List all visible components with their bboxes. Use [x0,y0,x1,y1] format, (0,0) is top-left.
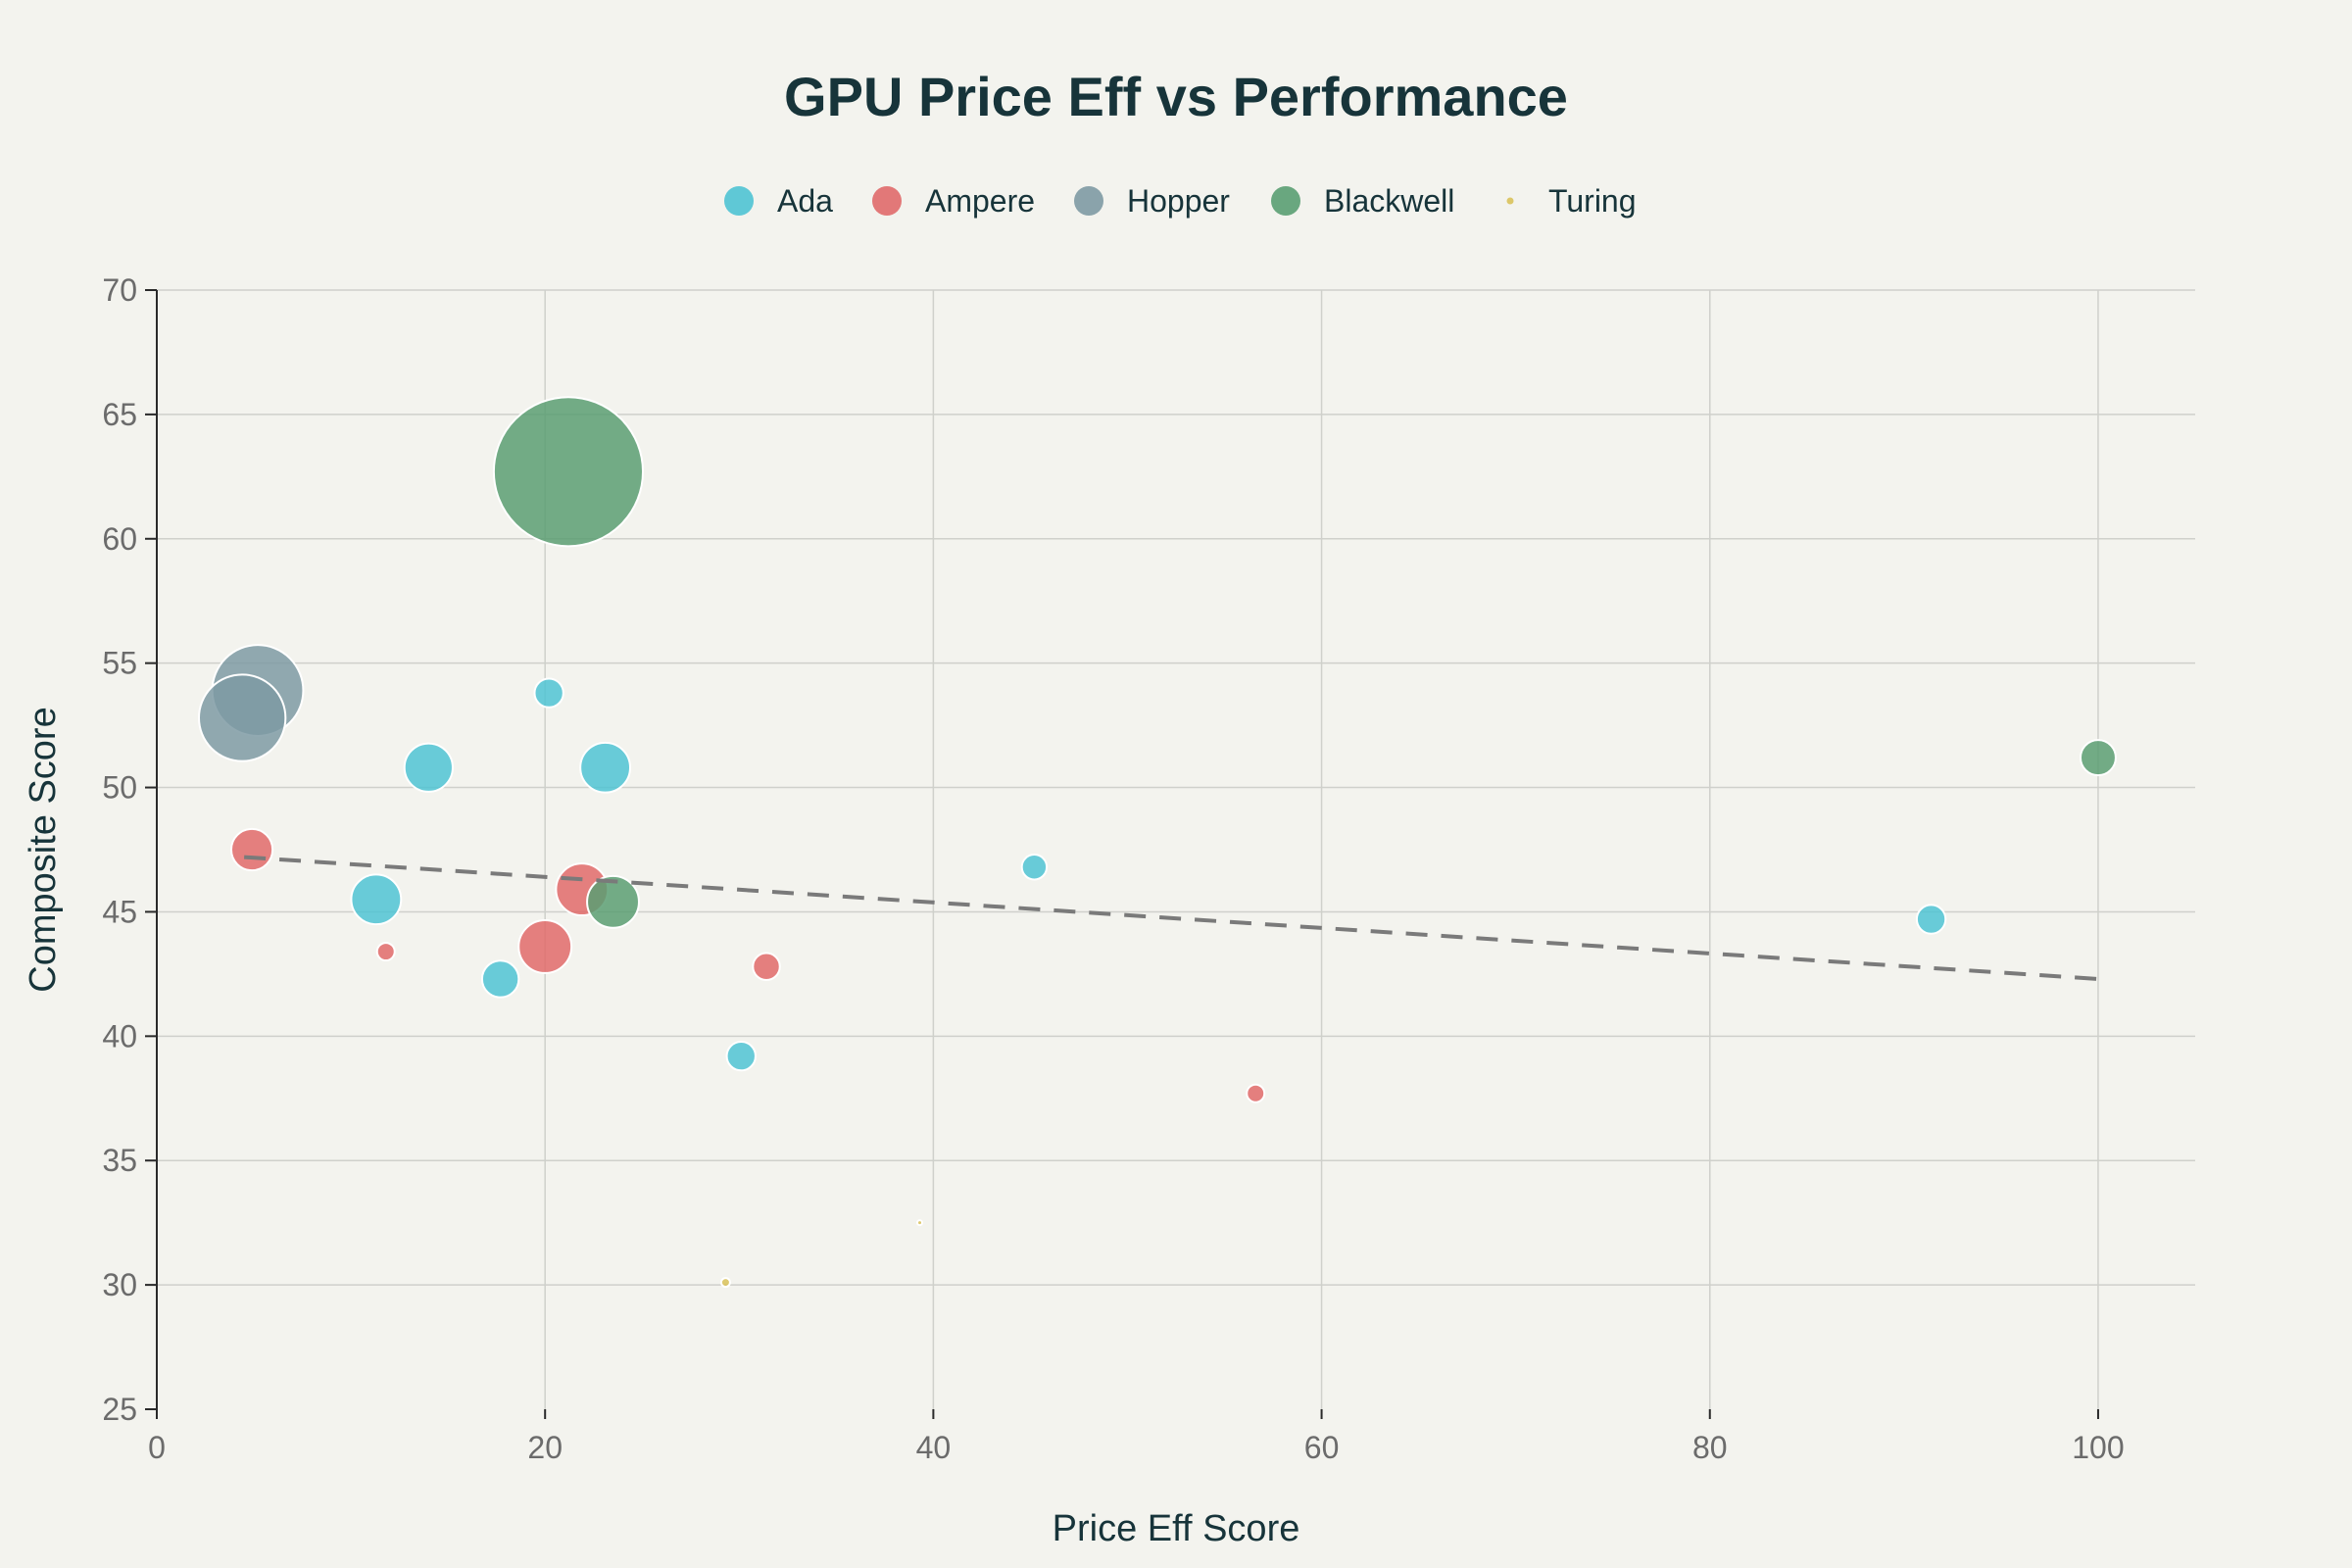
legend-marker [724,186,754,216]
bubble-ada [350,873,403,926]
trendline-group [244,855,2099,981]
legend-label: Ampere [925,183,1035,219]
x-axis-title: Price Eff Score [1053,1508,1300,1549]
bubble-turing [719,1277,731,1289]
grid [157,289,2195,1409]
bubble-blackwell [492,396,645,548]
y-tick-label: 30 [102,1267,137,1302]
bubble-hopper [197,673,287,762]
bubble-ada [1915,904,1947,935]
x-tick-label: 20 [527,1430,563,1465]
legend-label: Turing [1548,183,1637,219]
bubble-ada [533,677,564,709]
y-tick-label: 60 [102,521,137,557]
x-tick-label: 0 [148,1430,166,1465]
bubble-ada [725,1040,757,1072]
legend-label: Ada [777,183,833,219]
axes [145,289,2099,1419]
bubble-ampere [229,827,274,872]
y-tick-label: 40 [102,1018,137,1054]
bubble-ampere [752,952,781,982]
x-tick-label: 60 [1304,1430,1340,1465]
y-axis-title: Composite Score [23,707,64,992]
chart-title: GPU Price Eff vs Performance [784,66,1568,127]
legend-label: Blackwell [1324,183,1454,219]
bubble-ada [403,742,454,793]
bubble-blackwell [2079,739,2117,777]
legend: Ada Ampere Hopper Blackwell Turing [724,183,1637,219]
bubble-ada [480,959,520,999]
y-tick-label: 50 [102,770,137,806]
legend-item-ampere[interactable]: Ampere [872,183,1035,219]
legend-item-blackwell[interactable]: Blackwell [1271,183,1454,219]
legend-item-ada[interactable]: Ada [724,183,833,219]
legend-marker [1271,186,1300,216]
bubble-ampere [1246,1083,1266,1103]
y-tick-label: 55 [102,646,137,681]
y-tick-label: 45 [102,894,137,929]
bubble-ada [1020,854,1049,881]
tick-labels: 25 30 35 40 45 50 55 60 65 70 0 20 40 60 80 100 [102,272,2124,1465]
legend-marker [872,186,902,216]
legend-label: Hopper [1127,183,1230,219]
bubble-turing [916,1219,924,1227]
bubble-blackwell [586,874,640,929]
y-tick-label: 70 [102,272,137,308]
y-tick-label: 65 [102,397,137,432]
legend-item-hopper[interactable]: Hopper [1074,183,1230,219]
bubbles [197,396,2117,1289]
x-tick-label: 100 [2072,1430,2124,1465]
legend-marker [1506,197,1514,205]
bubble-ampere [375,942,396,962]
legend-marker [1074,186,1103,216]
legend-item-turing[interactable]: Turing [1506,183,1637,219]
trendline [244,855,2099,981]
x-tick-label: 80 [1692,1430,1728,1465]
y-tick-label: 35 [102,1143,137,1178]
bubble-ada [579,741,632,794]
x-tick-label: 40 [916,1430,952,1465]
bubble-ampere [517,919,573,974]
y-tick-label: 25 [102,1392,137,1427]
